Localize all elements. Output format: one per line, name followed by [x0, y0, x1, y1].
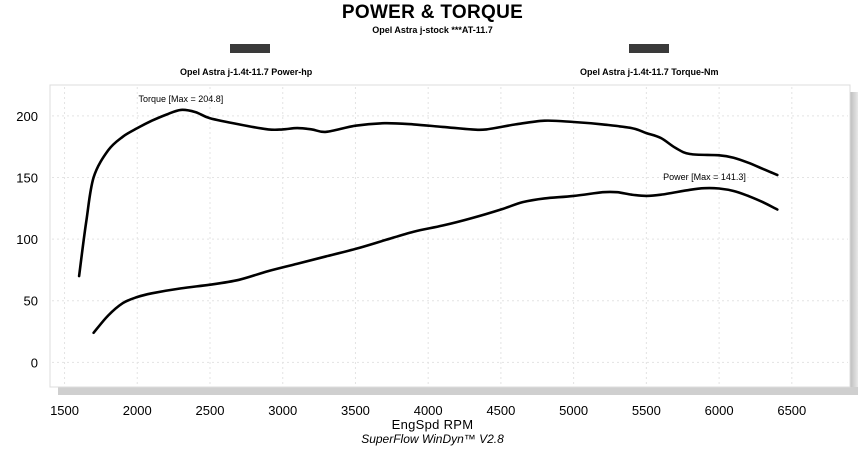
y-tick-label-1: 50	[24, 294, 38, 309]
series-annotation-1: Torque [Max = 204.8]	[139, 94, 224, 104]
y-tick-label-0: 0	[31, 355, 38, 370]
x-tick-labels: 1500 2000 2500 3000 3500 4000 4500 5000 5500 6000…	[50, 403, 806, 418]
legend-label-power: Opel Astra j-1.4t-11.7 Power-hp	[180, 67, 313, 77]
chart-subtitle: Opel Astra j-stock ***AT-11.7	[372, 25, 493, 35]
software-credit: SuperFlow WinDyn™ V2.8	[361, 432, 504, 446]
x-axis-label: EngSpd RPM	[391, 417, 474, 432]
x-tick-label-1: 2000	[123, 403, 152, 418]
x-tick-label-9: 6000	[705, 403, 734, 418]
y-tick-label-4: 200	[16, 109, 38, 124]
plot-area	[49, 84, 851, 388]
x-tick-label-0: 1500	[50, 403, 79, 418]
series-lines	[77, 108, 779, 335]
x-tick-label-4: 3500	[341, 403, 370, 418]
legend-label-torque: Opel Astra j-1.4t-11.7 Torque-Nm	[580, 67, 719, 77]
series-annotation-0: Power [Max = 141.3]	[663, 172, 746, 182]
y-tick-labels: 0 50 100 150 200	[16, 109, 38, 371]
series-line-0	[92, 186, 779, 335]
legend-swatch-power	[230, 44, 270, 53]
plot-shadow-right	[850, 92, 858, 395]
x-tick-label-3: 3000	[268, 403, 297, 418]
x-tick-label-5: 4000	[414, 403, 443, 418]
x-tick-label-7: 5000	[559, 403, 588, 418]
x-tick-label-2: 2500	[196, 403, 225, 418]
x-tick-label-10: 6500	[777, 403, 806, 418]
chart-title: POWER & TORQUE	[341, 2, 524, 23]
y-tick-label-2: 100	[16, 232, 38, 247]
series-line-1	[77, 108, 779, 278]
series-annotations: Power [Max = 141.3] Torque [Max = 204.8]	[139, 94, 746, 182]
x-tick-label-6: 4500	[486, 403, 515, 418]
y-tick-label-3: 150	[16, 170, 38, 185]
legend-swatch-torque	[629, 44, 669, 53]
x-tick-label-8: 5500	[632, 403, 661, 418]
plot-shadow-bottom	[58, 387, 858, 395]
